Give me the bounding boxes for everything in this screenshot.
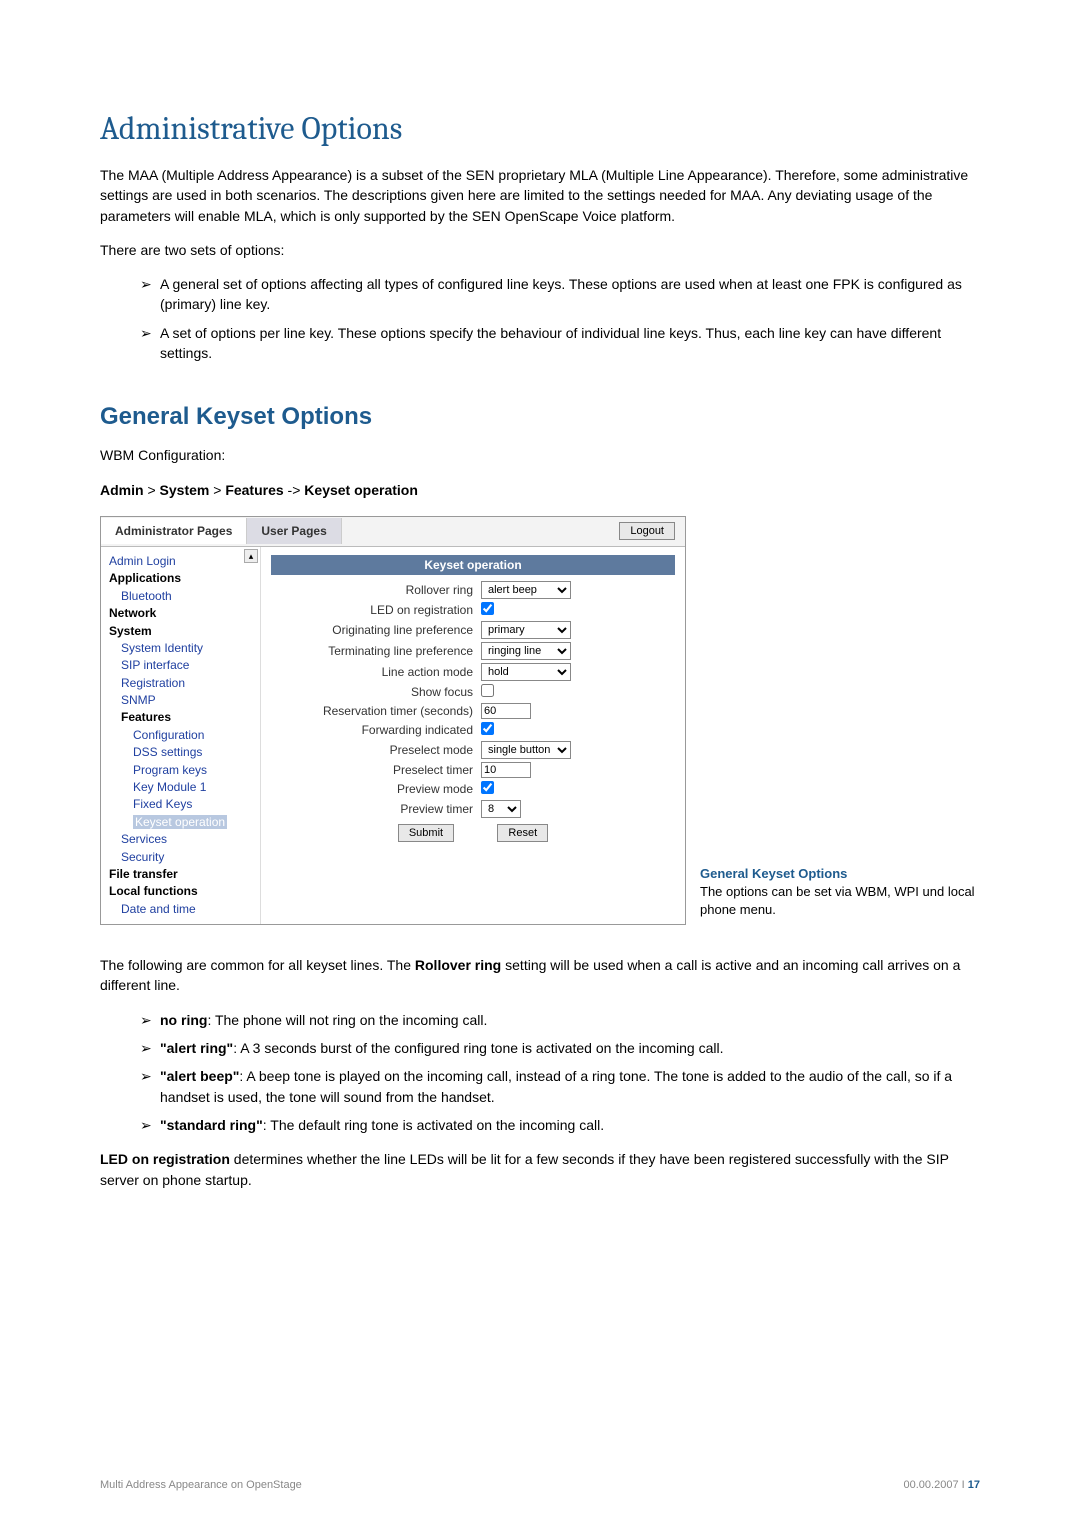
line-action-mode-label: Line action mode [271, 665, 481, 679]
list-item: "alert beep": A beep tone is played on t… [140, 1066, 980, 1107]
preselect-timer-label: Preselect timer [271, 763, 481, 777]
nav-registration[interactable]: Registration [121, 676, 185, 690]
nav-key-module-1[interactable]: Key Module 1 [133, 780, 206, 794]
nav-sip-interface[interactable]: SIP interface [121, 658, 189, 672]
logout-button[interactable]: Logout [619, 522, 675, 540]
show-focus-label: Show focus [271, 685, 481, 699]
submit-button[interactable]: Submit [398, 824, 454, 842]
section-heading: General Keyset Options [100, 403, 980, 431]
panel-title: Keyset operation [271, 555, 675, 575]
nav-keyset-operation[interactable]: Keyset operation [133, 815, 227, 829]
reservation-timer-input[interactable] [481, 703, 531, 719]
nav-local-functions[interactable]: Local functions [107, 883, 260, 900]
preview-mode-checkbox[interactable] [481, 781, 494, 794]
nav-system[interactable]: System [107, 623, 260, 640]
footer-right: 00.00.2007 I 17 [904, 1479, 980, 1491]
terminating-line-pref-select[interactable]: ringing line [481, 642, 571, 660]
intro-paragraph: The MAA (Multiple Address Appearance) is… [100, 165, 980, 226]
forwarding-indicated-checkbox[interactable] [481, 722, 494, 735]
preview-timer-label: Preview timer [271, 802, 481, 816]
scroll-up-icon[interactable]: ▴ [244, 549, 258, 563]
tab-administrator-pages[interactable]: Administrator Pages [101, 518, 247, 544]
caption-text: The options can be set via WBM, WPI und … [700, 883, 980, 919]
nav-program-keys[interactable]: Program keys [133, 763, 207, 777]
list-item: A general set of options affecting all t… [140, 274, 980, 315]
nav-configuration[interactable]: Configuration [133, 728, 204, 742]
option-sets-list: A general set of options affecting all t… [100, 274, 980, 363]
nav-network[interactable]: Network [107, 605, 260, 622]
wbm-config-label: WBM Configuration: [100, 445, 980, 465]
nav-system-identity[interactable]: System Identity [121, 641, 203, 655]
nav-dss-settings[interactable]: DSS settings [133, 745, 202, 759]
nav-snmp[interactable]: SNMP [121, 693, 156, 707]
nav-date-time[interactable]: Date and time [121, 902, 196, 916]
show-focus-checkbox[interactable] [481, 684, 494, 697]
led-on-registration-checkbox[interactable] [481, 602, 494, 615]
caption-title: General Keyset Options [700, 865, 980, 883]
page-footer: Multi Address Appearance on OpenStage 00… [100, 1479, 980, 1491]
list-item: "alert ring": A 3 seconds burst of the c… [140, 1038, 980, 1058]
nav-applications[interactable]: Applications [107, 570, 260, 587]
originating-line-pref-label: Originating line preference [271, 623, 481, 637]
originating-line-pref-select[interactable]: primary [481, 621, 571, 639]
wbm-form-panel: Keyset operation Rollover ring alert bee… [261, 547, 685, 924]
nav-bluetooth[interactable]: Bluetooth [121, 589, 172, 603]
preview-mode-label: Preview mode [271, 782, 481, 796]
list-item: A set of options per line key. These opt… [140, 323, 980, 364]
preselect-mode-select[interactable]: single button [481, 741, 571, 759]
wbm-nav-tree: ▴ Admin Login Applications Bluetooth Net… [101, 547, 261, 924]
nav-admin-login[interactable]: Admin Login [109, 554, 176, 568]
page-title: Administrative Options [100, 110, 980, 147]
terminating-line-pref-label: Terminating line preference [271, 644, 481, 658]
led-on-registration-paragraph: LED on registration determines whether t… [100, 1149, 980, 1190]
nav-fixed-keys[interactable]: Fixed Keys [133, 797, 192, 811]
nav-file-transfer[interactable]: File transfer [107, 866, 260, 883]
rollover-ring-label: Rollover ring [271, 583, 481, 597]
rollover-paragraph: The following are common for all keyset … [100, 955, 980, 996]
reset-button[interactable]: Reset [497, 824, 548, 842]
two-sets-intro: There are two sets of options: [100, 240, 980, 260]
reservation-timer-label: Reservation timer (seconds) [271, 704, 481, 718]
footer-left: Multi Address Appearance on OpenStage [100, 1479, 302, 1491]
rollover-ring-select[interactable]: alert beep [481, 581, 571, 599]
wbm-tabs: Administrator Pages User Pages Logout [101, 517, 685, 547]
rollover-options-list: no ring: The phone will not ring on the … [100, 1010, 980, 1135]
preselect-mode-label: Preselect mode [271, 743, 481, 757]
nav-services[interactable]: Services [121, 832, 167, 846]
preview-timer-select[interactable]: 8 [481, 800, 521, 818]
line-action-mode-select[interactable]: hold [481, 663, 571, 681]
led-on-registration-label: LED on registration [271, 603, 481, 617]
nav-features[interactable]: Features [107, 709, 260, 726]
forwarding-indicated-label: Forwarding indicated [271, 723, 481, 737]
nav-security[interactable]: Security [121, 850, 164, 864]
preselect-timer-input[interactable] [481, 762, 531, 778]
breadcrumb: Admin > System > Features -> Keyset oper… [100, 480, 980, 500]
wbm-screenshot: Administrator Pages User Pages Logout ▴ … [100, 516, 686, 925]
list-item: no ring: The phone will not ring on the … [140, 1010, 980, 1030]
tab-user-pages[interactable]: User Pages [247, 518, 341, 544]
screenshot-caption: General Keyset Options The options can b… [700, 865, 980, 926]
list-item: "standard ring": The default ring tone i… [140, 1115, 980, 1135]
